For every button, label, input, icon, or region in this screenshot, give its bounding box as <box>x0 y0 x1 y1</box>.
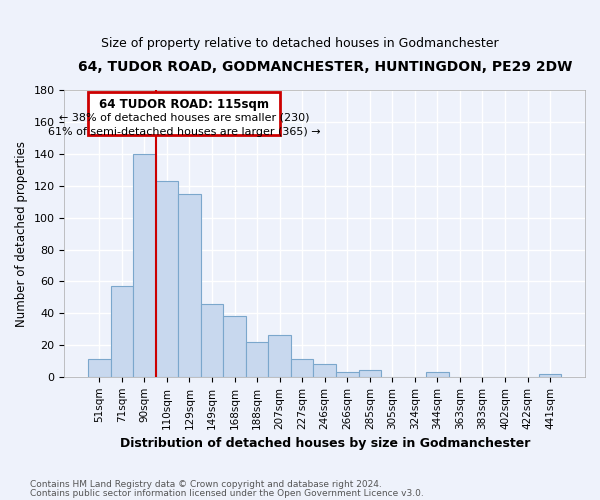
FancyBboxPatch shape <box>88 92 280 135</box>
Bar <box>268 336 291 377</box>
Text: Size of property relative to detached houses in Godmanchester: Size of property relative to detached ho… <box>101 38 499 51</box>
Bar <box>291 360 313 377</box>
Bar <box>133 154 155 377</box>
Bar <box>313 364 336 377</box>
Bar <box>539 374 562 377</box>
Bar <box>110 286 133 377</box>
Text: 64 TUDOR ROAD: 115sqm: 64 TUDOR ROAD: 115sqm <box>99 98 269 112</box>
Text: ← 38% of detached houses are smaller (230): ← 38% of detached houses are smaller (23… <box>59 112 309 122</box>
Bar <box>223 316 246 377</box>
Text: 61% of semi-detached houses are larger (365) →: 61% of semi-detached houses are larger (… <box>47 127 320 137</box>
Bar <box>359 370 381 377</box>
X-axis label: Distribution of detached houses by size in Godmanchester: Distribution of detached houses by size … <box>119 437 530 450</box>
Bar <box>336 372 359 377</box>
Y-axis label: Number of detached properties: Number of detached properties <box>15 140 28 326</box>
Bar <box>155 181 178 377</box>
Title: 64, TUDOR ROAD, GODMANCHESTER, HUNTINGDON, PE29 2DW: 64, TUDOR ROAD, GODMANCHESTER, HUNTINGDO… <box>77 60 572 74</box>
Text: Contains HM Land Registry data © Crown copyright and database right 2024.: Contains HM Land Registry data © Crown c… <box>30 480 382 489</box>
Text: Contains public sector information licensed under the Open Government Licence v3: Contains public sector information licen… <box>30 488 424 498</box>
Bar <box>178 194 201 377</box>
Bar <box>426 372 449 377</box>
Bar <box>246 342 268 377</box>
Bar <box>201 304 223 377</box>
Bar <box>88 360 110 377</box>
